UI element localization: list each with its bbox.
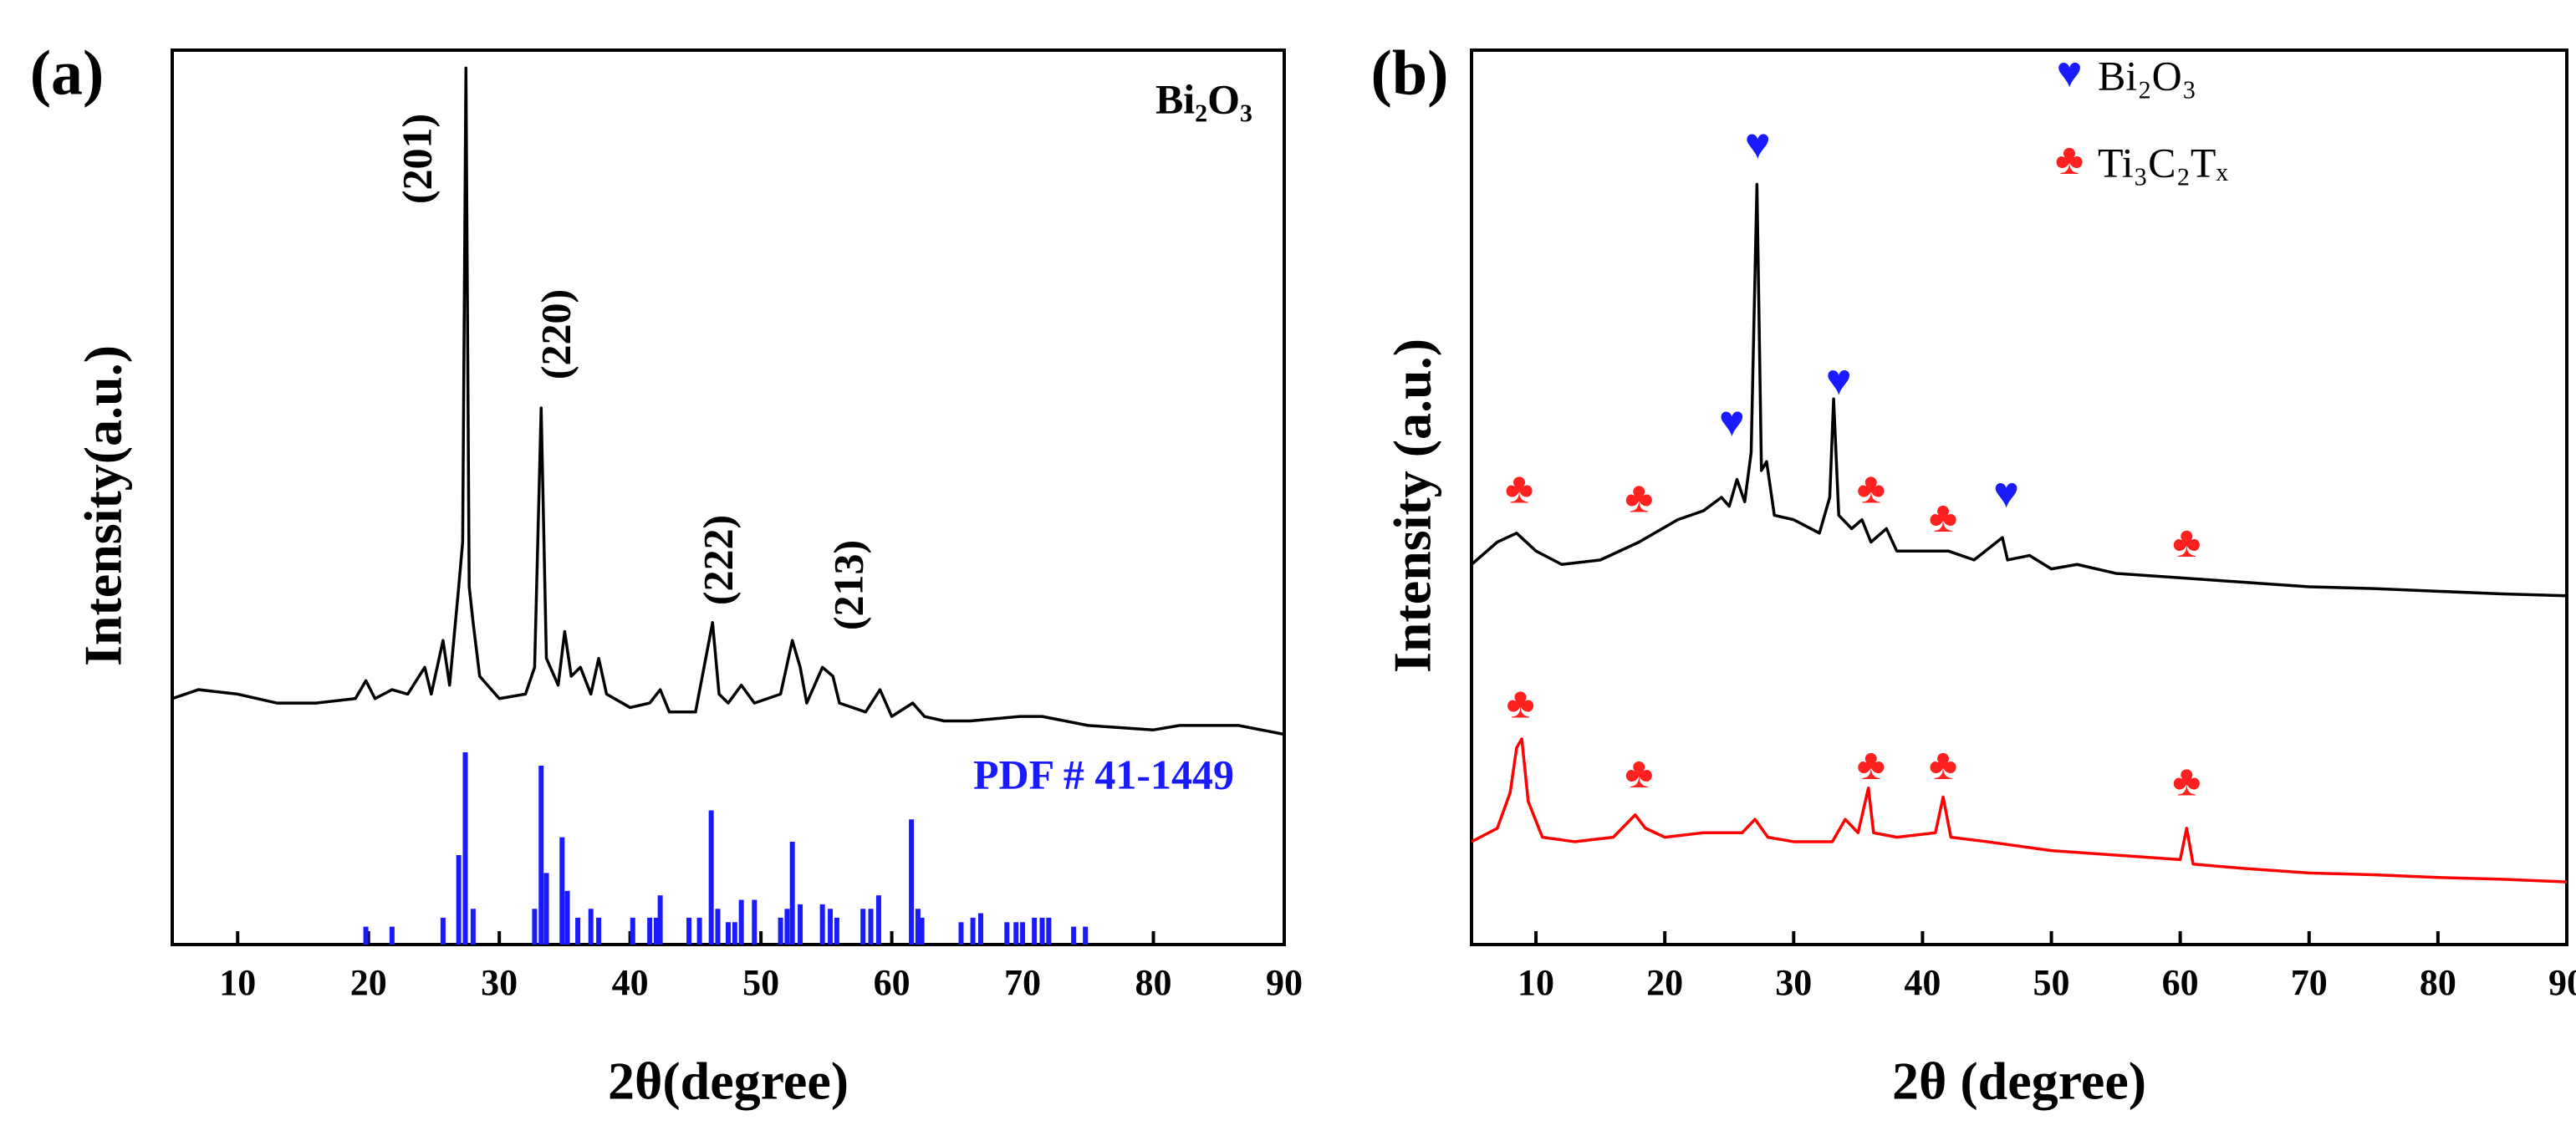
reference-label: PDF # 41-1449 — [973, 751, 1234, 797]
peak-index: (213) — [824, 540, 871, 630]
peak-marker: ♣ — [1857, 466, 1885, 513]
x-tick-label: 30 — [1775, 962, 1812, 1003]
x-tick-label: 80 — [1135, 962, 1172, 1003]
x-tick-label: 80 — [2420, 962, 2456, 1003]
peak-marker: ♣ — [2172, 757, 2201, 805]
panel-label: (a) — [30, 38, 105, 108]
x-tick-label: 90 — [1266, 962, 1303, 1003]
peak-marker: ♣ — [1505, 466, 1533, 513]
xrd-line — [1470, 182, 2568, 598]
x-tick-label: 40 — [1904, 962, 1941, 1003]
legend-label: Ti₃C₂Tₓ — [2098, 139, 2228, 186]
legend-label: Bi₂O₃ — [2098, 52, 2196, 99]
peak-marker: ♥ — [1745, 121, 1771, 169]
x-tick-label: 20 — [1646, 962, 1683, 1003]
peak-index: (220) — [532, 289, 579, 379]
x-tick-label: 60 — [2162, 962, 2199, 1003]
legend-symbol: ♥ — [2057, 49, 2083, 97]
xrd-line — [171, 66, 1285, 736]
x-tick-label: 50 — [2033, 962, 2070, 1003]
peak-marker: ♣ — [1625, 750, 1653, 797]
x-tick-label: 90 — [2548, 962, 2576, 1003]
x-tick-label: 30 — [481, 962, 518, 1003]
x-tick-label: 40 — [612, 962, 649, 1003]
peak-marker: ♥ — [1826, 357, 1852, 405]
legend-symbol: ♣ — [2055, 136, 2084, 184]
peak-index: (201) — [393, 114, 440, 204]
peak-marker: ♣ — [1857, 741, 1885, 789]
x-tick-label: 10 — [219, 962, 256, 1003]
peak-marker: ♣ — [1929, 494, 1957, 542]
peak-marker: ♣ — [1929, 741, 1957, 789]
x-tick-label: 70 — [1004, 962, 1041, 1003]
peak-marker: ♥ — [1993, 470, 2019, 517]
x-tick-label: 70 — [2291, 962, 2328, 1003]
panel-0: 10 20 30 40 50 60 70 80 90 2θ(degree) Intensity(a.… — [30, 38, 1303, 1110]
x-tick-label: 50 — [742, 962, 779, 1003]
sample-label: Bi₂O₃ — [1155, 75, 1252, 122]
x-tick-label: 60 — [874, 962, 911, 1003]
x-axis-label: 2θ (degree) — [1892, 1052, 2146, 1111]
y-axis-label: Intensity (a.u.) — [1383, 339, 1442, 673]
x-tick-label: 10 — [1518, 962, 1554, 1003]
x-tick-label: 20 — [350, 962, 387, 1003]
peak-marker: ♣ — [2172, 519, 2201, 567]
panel-1: 10 20 30 40 50 60 70 80 90 2θ (degree) Intensity (… — [1371, 38, 2576, 1110]
peak-index: (222) — [694, 515, 741, 605]
peak-marker: ♥ — [1719, 398, 1745, 446]
y-axis-label: Intensity(a.u.) — [74, 345, 133, 666]
panel-label: (b) — [1371, 38, 1449, 108]
x-axis-label: 2θ(degree) — [608, 1052, 849, 1111]
peak-marker: ♣ — [1625, 474, 1653, 522]
plot-frame — [1470, 48, 2568, 946]
xrd-line — [1471, 737, 2568, 884]
peak-marker: ♣ — [1507, 680, 1535, 727]
